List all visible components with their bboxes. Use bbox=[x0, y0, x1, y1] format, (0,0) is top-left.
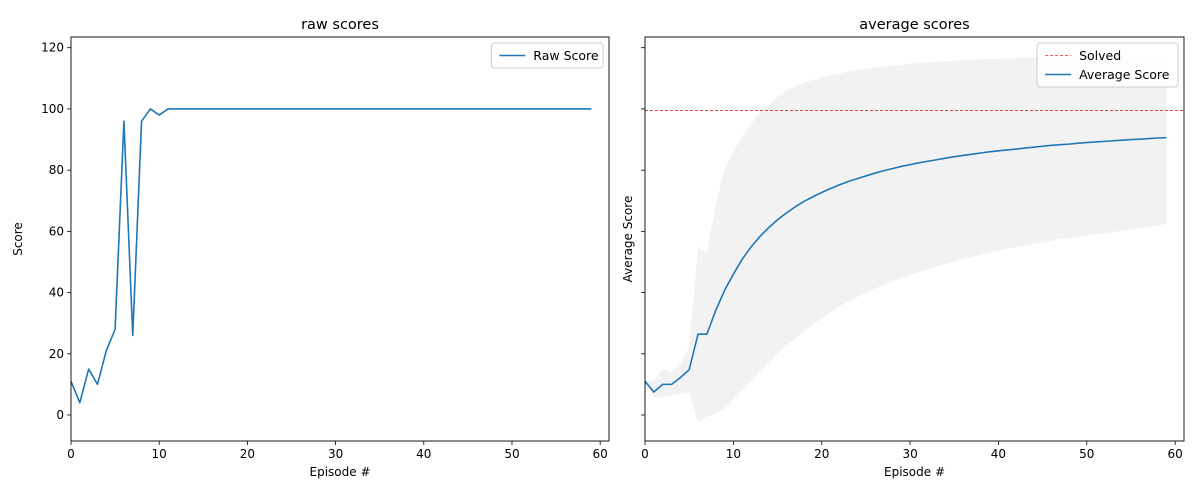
average-scores-chart: 0 10 20 30 40 50 60 average scores Episode # Aver… bbox=[621, 17, 1185, 479]
legend: Raw Score bbox=[490, 42, 604, 69]
x-tick-label: 60 bbox=[593, 447, 608, 461]
x-tick-label: 10 bbox=[152, 447, 167, 461]
y-axis-label: Average Score bbox=[621, 196, 635, 283]
x-tick-label: 50 bbox=[504, 447, 519, 461]
series-line-0 bbox=[70, 108, 592, 404]
x-tick-label: 0 bbox=[641, 447, 649, 461]
x-tick-label: 0 bbox=[67, 447, 75, 461]
x-tick-label: 40 bbox=[991, 447, 1006, 461]
axes-frame bbox=[70, 36, 610, 442]
legend-box bbox=[1036, 42, 1179, 88]
legend-label: Solved bbox=[1079, 48, 1121, 63]
x-tick-label: 10 bbox=[726, 447, 741, 461]
y-tick-label: 60 bbox=[49, 224, 64, 238]
x-axis-label: Episode # bbox=[310, 465, 371, 479]
y-tick-label: 40 bbox=[49, 286, 64, 300]
y-tick-label: 120 bbox=[41, 41, 64, 55]
x-tick-label: 20 bbox=[240, 447, 255, 461]
legend-label: Raw Score bbox=[533, 48, 599, 63]
raw-scores-chart: 0 10 20 30 40 50 60 0 20 40 60 80 100 120 raw scores Ep… bbox=[11, 17, 610, 479]
legend: Solved Average Score bbox=[1036, 42, 1179, 88]
legend-box bbox=[490, 42, 604, 69]
y-tick-label: 80 bbox=[49, 163, 64, 177]
x-tick-label: 20 bbox=[814, 447, 829, 461]
x-tick-label: 50 bbox=[1079, 447, 1094, 461]
chart-title: average scores bbox=[859, 17, 970, 33]
x-tick-label: 40 bbox=[416, 447, 431, 461]
x-tick-label: 60 bbox=[1168, 447, 1183, 461]
y-tick-label: 100 bbox=[41, 102, 64, 116]
axes-frame bbox=[644, 36, 1185, 442]
legend-label: Average Score bbox=[1079, 67, 1170, 82]
y-tick-label: 0 bbox=[56, 408, 64, 422]
chart-title: raw scores bbox=[301, 17, 379, 33]
x-tick-label: 30 bbox=[902, 447, 917, 461]
x-axis-label: Episode # bbox=[884, 465, 945, 479]
x-tick-label: 30 bbox=[328, 447, 343, 461]
y-tick-label: 20 bbox=[49, 347, 64, 361]
series-line-0 bbox=[644, 136, 1167, 393]
y-axis-label: Score bbox=[11, 222, 25, 256]
